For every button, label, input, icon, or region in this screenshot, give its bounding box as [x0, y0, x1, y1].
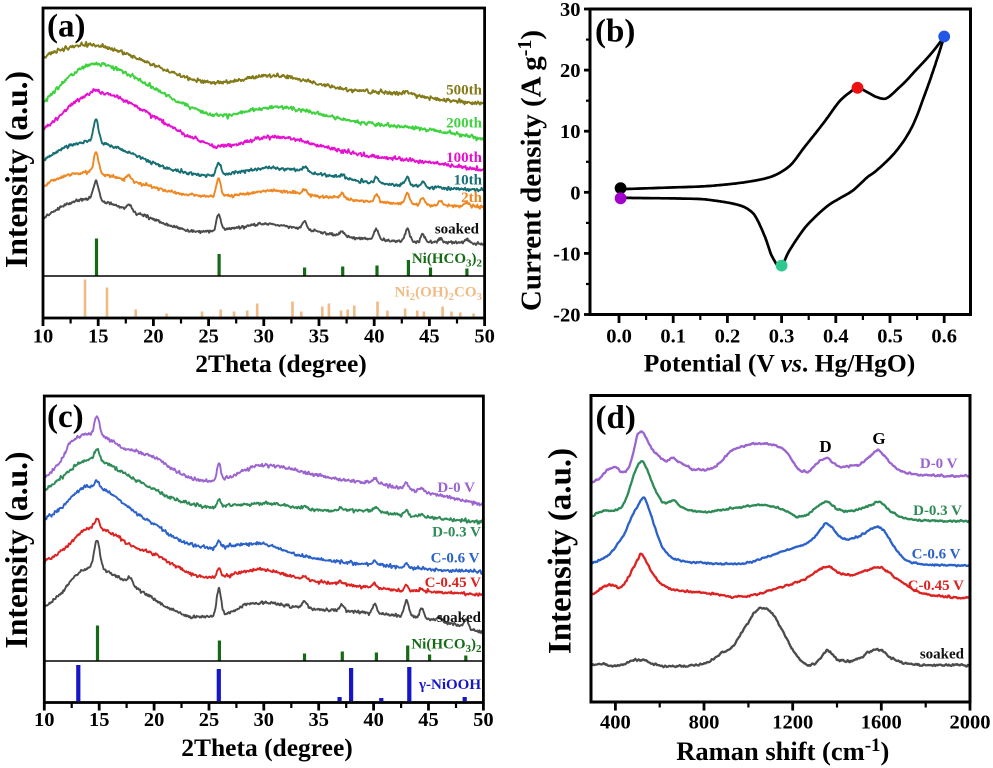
svg-text:0: 0 — [570, 182, 580, 204]
svg-text:2000: 2000 — [950, 712, 991, 734]
svg-text:0.5: 0.5 — [877, 326, 903, 348]
svg-text:50: 50 — [474, 326, 495, 348]
svg-text:15: 15 — [89, 709, 110, 731]
svg-text:D-0.3 V: D-0.3 V — [913, 503, 962, 519]
svg-text:40: 40 — [364, 326, 385, 348]
svg-text:Intensity (a.u.): Intensity (a.u.) — [0, 71, 34, 268]
svg-text:D-0.3 V: D-0.3 V — [432, 525, 481, 541]
svg-text:30: 30 — [560, 0, 581, 21]
svg-text:-20: -20 — [553, 305, 580, 327]
svg-text:(b): (b) — [595, 14, 635, 50]
svg-text:500th: 500th — [446, 83, 482, 99]
svg-text:soaked: soaked — [435, 222, 480, 238]
svg-text:15: 15 — [88, 326, 109, 348]
svg-text:Ni(HCO3)2: Ni(HCO3)2 — [411, 637, 482, 656]
svg-text:20: 20 — [560, 60, 581, 82]
svg-text:10: 10 — [560, 121, 581, 143]
svg-text:D-0 V: D-0 V — [920, 456, 958, 472]
svg-text:1200: 1200 — [772, 712, 813, 734]
svg-text:10: 10 — [33, 326, 54, 348]
svg-text:10th: 10th — [454, 173, 483, 189]
svg-text:C-0.45 V: C-0.45 V — [425, 575, 482, 591]
svg-text:C-0.6 V: C-0.6 V — [431, 551, 480, 567]
svg-text:D-0 V: D-0 V — [437, 480, 475, 496]
svg-text:0.0: 0.0 — [606, 326, 632, 348]
svg-text:Potential (V vs. Hg/HgO): Potential (V vs. Hg/HgO) — [644, 349, 916, 378]
svg-text:35: 35 — [309, 326, 330, 348]
svg-text:Current density (A g-1): Current density (A g-1) — [514, 30, 548, 311]
svg-text:(c): (c) — [47, 399, 84, 435]
svg-text:100th: 100th — [446, 150, 482, 166]
svg-text:25: 25 — [199, 709, 220, 731]
svg-text:Ni2(OH)2CO3: Ni2(OH)2CO3 — [395, 285, 483, 304]
svg-text:25: 25 — [198, 326, 219, 348]
svg-text:0.1: 0.1 — [660, 326, 686, 348]
svg-text:800: 800 — [689, 712, 720, 734]
svg-text:soaked: soaked — [920, 647, 965, 663]
svg-text:2Theta (degree): 2Theta (degree) — [195, 349, 367, 378]
svg-text:20: 20 — [144, 709, 165, 731]
svg-text:50: 50 — [473, 709, 494, 731]
svg-text:0.2: 0.2 — [715, 326, 741, 348]
svg-text:40: 40 — [363, 709, 384, 731]
svg-text:Intensity (a.u.): Intensity (a.u.) — [0, 452, 34, 649]
svg-text:200th: 200th — [446, 116, 482, 132]
svg-text:2Theta (degree): 2Theta (degree) — [181, 733, 353, 762]
svg-text:30: 30 — [254, 709, 275, 731]
svg-text:30: 30 — [254, 326, 275, 348]
svg-text:-10: -10 — [553, 243, 580, 265]
svg-text:35: 35 — [308, 709, 329, 731]
svg-text:45: 45 — [418, 709, 439, 731]
svg-text:20: 20 — [143, 326, 164, 348]
svg-text:0.4: 0.4 — [823, 326, 849, 348]
svg-text:10: 10 — [34, 709, 55, 731]
svg-text:1600: 1600 — [861, 712, 902, 734]
svg-text:D: D — [819, 437, 831, 456]
svg-text:soaked: soaked — [437, 610, 482, 626]
svg-text:Raman shift (cm-1): Raman shift (cm-1) — [676, 735, 889, 766]
svg-text:45: 45 — [419, 326, 440, 348]
svg-text:G: G — [872, 429, 885, 448]
svg-text:γ-NiOOH: γ-NiOOH — [418, 677, 481, 693]
svg-text:2th: 2th — [461, 190, 482, 206]
svg-text:Intensity (a.u.): Intensity (a.u.) — [543, 448, 579, 654]
svg-text:Ni(HCO3)2: Ni(HCO3)2 — [412, 251, 483, 270]
svg-text:0.6: 0.6 — [931, 326, 957, 348]
svg-text:C-0.6 V: C-0.6 V — [912, 547, 961, 563]
svg-text:(a): (a) — [47, 9, 85, 45]
svg-text:C-0.45 V: C-0.45 V — [908, 578, 965, 594]
svg-text:0.3: 0.3 — [769, 326, 795, 348]
svg-text:(d): (d) — [596, 400, 636, 436]
svg-text:400: 400 — [600, 712, 631, 734]
